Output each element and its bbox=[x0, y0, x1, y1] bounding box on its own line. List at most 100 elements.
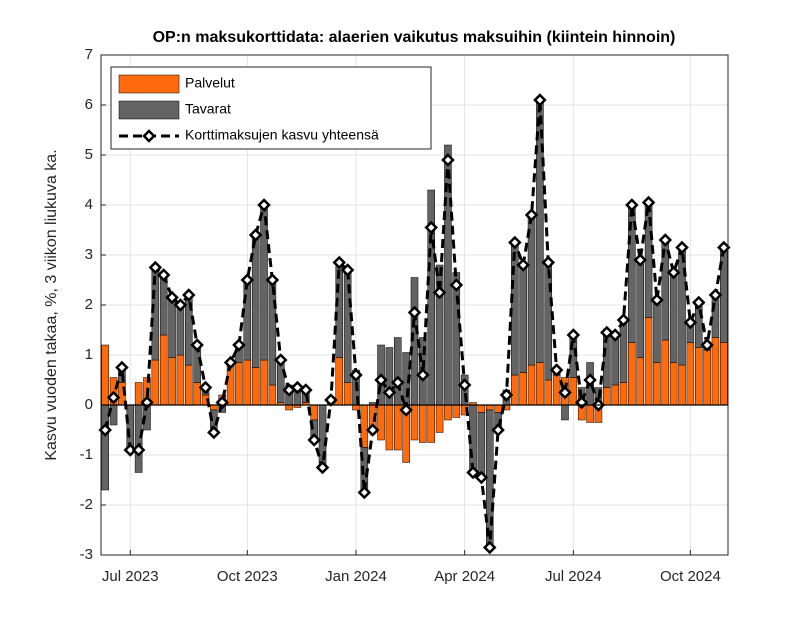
bar bbox=[653, 299, 661, 363]
total-marker bbox=[541, 255, 556, 270]
bar bbox=[561, 404, 569, 421]
x-tick-label: Oct 2023 bbox=[217, 568, 278, 585]
y-tick-label: 2 bbox=[85, 296, 93, 313]
total-marker bbox=[198, 380, 213, 395]
legend-label: Korttimaksujen kasvu yhteensä bbox=[185, 127, 379, 143]
total-marker bbox=[273, 353, 288, 367]
bar bbox=[193, 382, 201, 406]
bar bbox=[243, 359, 252, 406]
bar bbox=[686, 342, 695, 406]
bar bbox=[385, 404, 394, 451]
bar bbox=[519, 264, 527, 373]
bar bbox=[628, 342, 636, 406]
bar bbox=[159, 274, 168, 336]
total-marker bbox=[558, 385, 572, 400]
bar bbox=[285, 404, 293, 411]
bar bbox=[703, 349, 711, 406]
total-marker bbox=[675, 240, 689, 255]
y-axis-label: Kasvu vuoden takaa, %, 3 viikon liukuva … bbox=[43, 149, 60, 460]
bar bbox=[159, 334, 168, 406]
bar bbox=[477, 404, 486, 413]
bar bbox=[343, 382, 352, 406]
legend-swatch bbox=[118, 100, 180, 120]
bar bbox=[494, 404, 502, 413]
total-marker bbox=[257, 198, 271, 212]
total-marker bbox=[165, 290, 179, 305]
total-marker bbox=[482, 540, 497, 555]
total-marker bbox=[399, 403, 413, 417]
x-tick-label: Apr 2024 bbox=[434, 568, 495, 585]
bar bbox=[310, 404, 318, 421]
bar bbox=[477, 412, 486, 478]
bar bbox=[711, 337, 720, 406]
total-marker bbox=[491, 423, 505, 437]
total-marker bbox=[717, 240, 731, 255]
bar bbox=[485, 404, 494, 411]
bar bbox=[644, 317, 653, 406]
total-marker bbox=[106, 390, 121, 405]
y-tick-label: 7 bbox=[85, 46, 93, 63]
total-marker bbox=[407, 305, 422, 320]
total-marker bbox=[240, 273, 255, 287]
total-marker bbox=[625, 198, 639, 212]
bar bbox=[394, 404, 402, 451]
total-marker bbox=[299, 383, 313, 397]
bar bbox=[377, 404, 385, 441]
bar bbox=[168, 297, 176, 358]
total-marker bbox=[432, 285, 447, 300]
bar bbox=[603, 387, 611, 406]
x-tick-label: Oct 2024 bbox=[660, 568, 721, 585]
y-tick-label: -3 bbox=[80, 546, 93, 563]
bar bbox=[636, 259, 644, 358]
bar bbox=[352, 404, 360, 411]
bar bbox=[176, 304, 185, 356]
bar bbox=[569, 377, 578, 406]
bar bbox=[678, 364, 686, 406]
bar bbox=[394, 337, 402, 406]
total-marker bbox=[658, 233, 673, 247]
x-tick-label: Jul 2024 bbox=[545, 568, 602, 585]
total-marker bbox=[232, 338, 246, 352]
total-marker bbox=[223, 355, 238, 370]
x-tick-label: Jan 2024 bbox=[325, 568, 387, 585]
bar bbox=[268, 384, 277, 406]
legend-label: Tavarat bbox=[185, 101, 231, 117]
bar bbox=[619, 382, 628, 406]
bar bbox=[661, 339, 670, 406]
bar bbox=[669, 272, 678, 363]
bar bbox=[519, 372, 527, 406]
total-marker bbox=[666, 265, 681, 280]
total-marker bbox=[207, 425, 221, 440]
total-marker bbox=[608, 328, 622, 342]
bar bbox=[235, 362, 243, 406]
bar bbox=[101, 404, 109, 491]
total-marker bbox=[365, 423, 380, 437]
total-marker bbox=[391, 375, 405, 390]
bar bbox=[511, 374, 519, 406]
x-tick-label: Jul 2023 bbox=[102, 568, 159, 585]
y-tick-label: -1 bbox=[80, 446, 93, 463]
bar bbox=[653, 362, 661, 406]
total-marker bbox=[307, 433, 321, 447]
total-marker bbox=[650, 293, 664, 307]
total-marker bbox=[190, 338, 204, 352]
bar bbox=[552, 374, 561, 406]
total-marker bbox=[349, 368, 363, 382]
bar bbox=[260, 204, 268, 361]
bar bbox=[544, 262, 553, 381]
total-marker bbox=[641, 195, 656, 210]
total-marker bbox=[248, 228, 263, 242]
total-marker bbox=[131, 443, 146, 457]
bar bbox=[619, 319, 628, 383]
total-marker bbox=[449, 278, 464, 292]
y-tick-label: 6 bbox=[85, 96, 93, 113]
legend-label: Palvelut bbox=[185, 75, 235, 91]
bar bbox=[419, 404, 427, 443]
total-marker bbox=[357, 485, 372, 500]
bar bbox=[536, 362, 544, 406]
total-marker bbox=[633, 253, 647, 267]
bar bbox=[678, 247, 686, 366]
bar bbox=[243, 279, 252, 361]
legend-marker bbox=[142, 129, 156, 143]
